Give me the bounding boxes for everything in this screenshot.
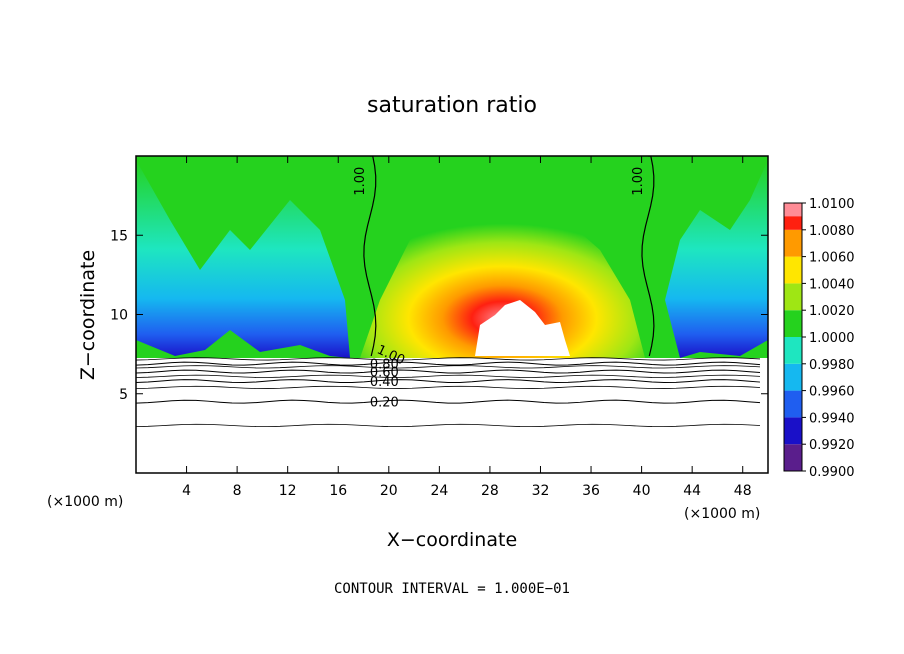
contour-line-1-00: [641, 156, 655, 357]
contour-line: [136, 365, 761, 369]
colorbar-swatch: [784, 229, 802, 257]
x-axis-ticks: 4 8 12 16 20 24 28 32 36 40 44 48: [182, 156, 752, 499]
warm-region: [360, 200, 645, 358]
plot-area: 1.00 1.000.800.600.400.201.00 4 8 12 16 20 24 2…: [110, 155, 769, 499]
colorbar-label: 1.0080: [809, 224, 855, 239]
heatmap-field: 1.00 1.000.800.600.400.201.00: [136, 156, 768, 473]
contour-label: 0.40: [370, 375, 399, 390]
x-tick-label: 20: [380, 483, 398, 499]
x-tick-label: 36: [582, 483, 600, 499]
contour-interval-note: CONTOUR INTERVAL = 1.000E−01: [334, 581, 570, 597]
colorbar-swatch: [784, 310, 802, 337]
cool-region-left: [136, 160, 350, 358]
contour-label: 1.00: [353, 167, 368, 196]
contour-line: [136, 357, 761, 361]
x-tick-label: 40: [633, 483, 651, 499]
colorbar: 0.9900 0.9920 0.9940 0.9960 0.9980 1.0000 1.00…: [783, 197, 855, 480]
contour-line: [136, 361, 761, 366]
x-tick-label: 32: [532, 483, 550, 499]
contour-line: [136, 385, 761, 389]
colorbar-label: 0.9980: [809, 358, 855, 373]
colorbar-label: 1.0000: [809, 331, 855, 346]
colorbar-label: 1.0060: [809, 251, 855, 266]
contour-label: 0.80: [370, 358, 399, 373]
colorbar-label: 1.0100: [809, 197, 855, 212]
contour-line-1-00: [363, 156, 377, 357]
colorbar-label: 0.9960: [809, 385, 855, 400]
x-tick-label: 24: [430, 483, 448, 499]
colorbar-label: 0.9900: [809, 465, 855, 480]
x-unit-left: (×1000 m): [47, 494, 123, 510]
colorbar-swatch: [784, 390, 802, 418]
x-unit-right: (×1000 m): [684, 506, 760, 522]
colorbar-swatch: [784, 283, 802, 311]
colorbar-swatch-top: [784, 203, 802, 217]
y-tick-label: 5: [119, 387, 128, 403]
cool-region-right: [665, 160, 768, 358]
contour-lines: 1.00 1.000.800.600.400.201.00: [136, 156, 761, 428]
colorbar-label: 0.9920: [809, 438, 855, 453]
colorbar-label: 1.0020: [809, 304, 855, 319]
colorbar-swatch: [784, 444, 802, 471]
contour-line: [136, 379, 761, 384]
x-tick-label: 4: [182, 483, 191, 499]
x-tick-label: 48: [734, 483, 752, 499]
contour-label: 1.00: [631, 167, 646, 196]
contour-line: [136, 399, 761, 404]
colorbar-label: 0.9940: [809, 411, 855, 426]
colorbar-label: 1.0040: [809, 277, 855, 292]
x-tick-label: 28: [481, 483, 499, 499]
colorbar-swatch: [784, 337, 802, 364]
x-tick-label: 44: [683, 483, 701, 499]
y-tick-label: 15: [110, 228, 128, 244]
x-axis-label: X−coordinate: [387, 529, 517, 551]
contour-label: 0.20: [370, 396, 399, 411]
y-tick-label: 10: [110, 308, 128, 324]
x-tick-label: 12: [279, 483, 297, 499]
contour-line: [136, 423, 761, 428]
x-tick-label: 16: [329, 483, 347, 499]
x-tick-label: 8: [233, 483, 242, 499]
contour-line: [136, 369, 761, 374]
y-axis-label: Z−coordinate: [77, 250, 99, 380]
contour-line: [136, 374, 761, 378]
colorbar-swatch: [784, 417, 802, 445]
colorbar-swatch: [784, 256, 802, 284]
white-region: [475, 300, 570, 356]
y-axis-ticks: 5 10 15: [110, 228, 768, 403]
colorbar-swatch: [784, 363, 802, 391]
chart-title: saturation ratio: [367, 93, 537, 118]
